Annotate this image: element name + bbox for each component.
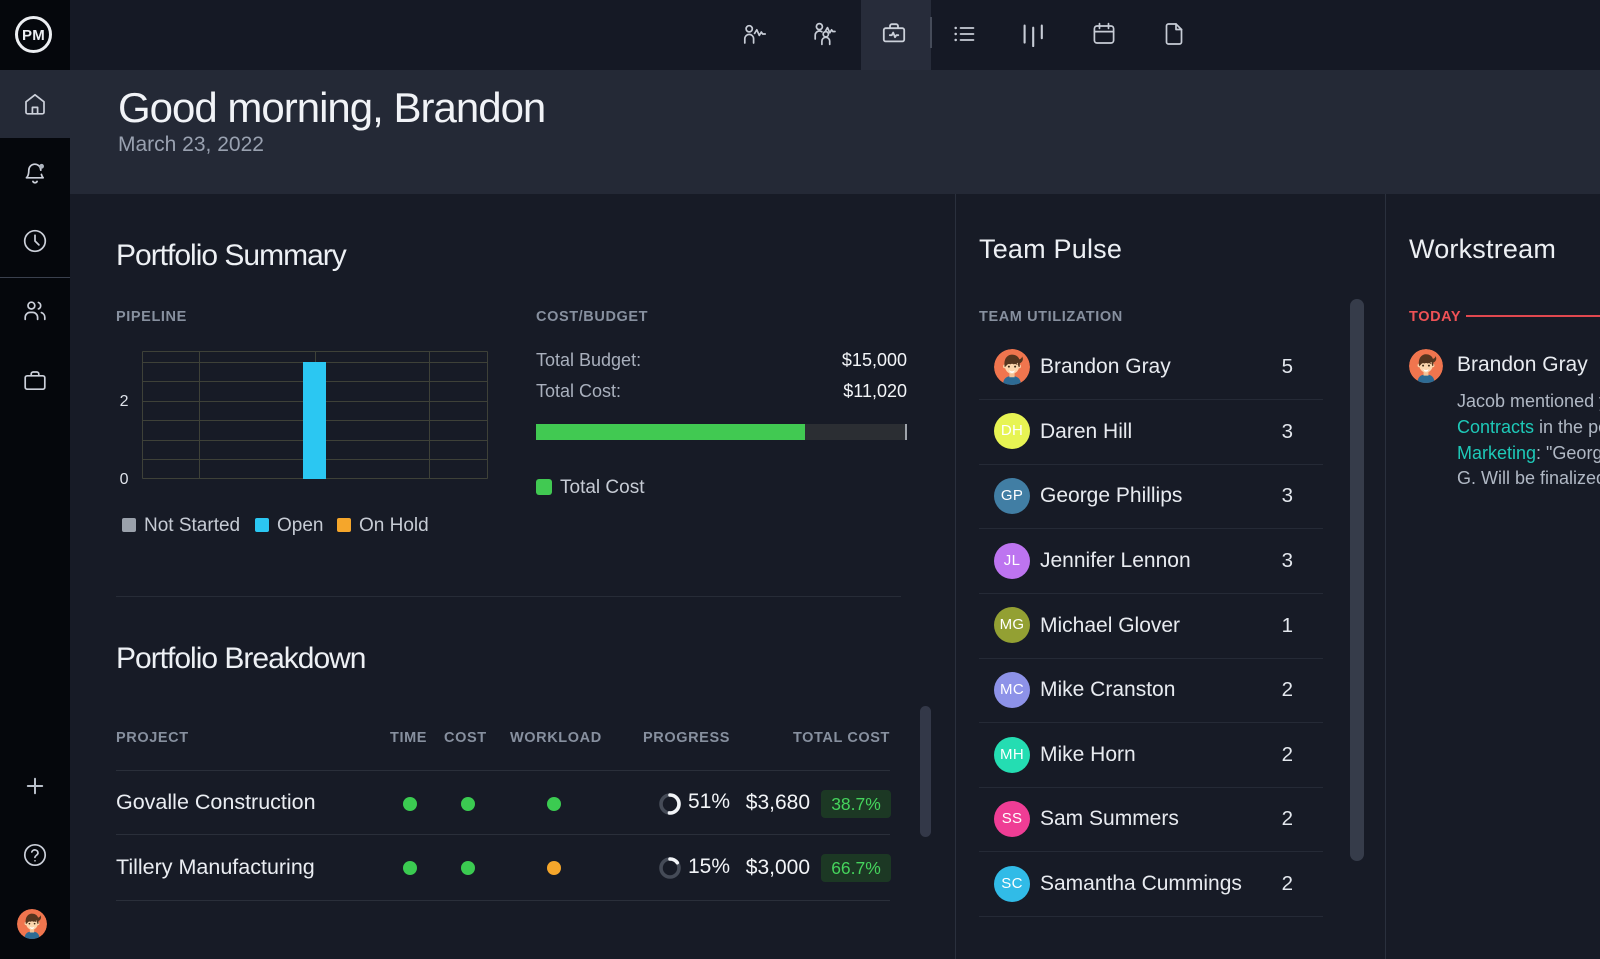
svg-text:0: 0 <box>120 471 129 486</box>
svg-text:2: 2 <box>120 393 129 410</box>
svg-text:PM: PM <box>22 27 45 44</box>
